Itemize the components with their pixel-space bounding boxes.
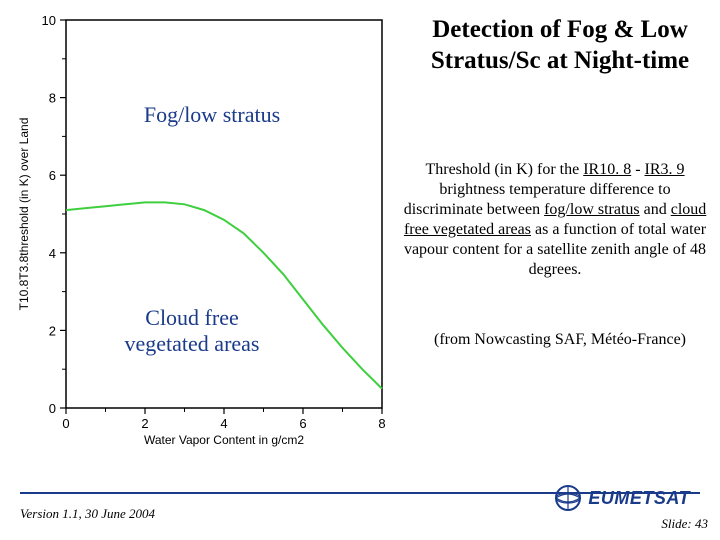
svg-text:8: 8	[49, 91, 56, 106]
svg-text:6: 6	[49, 168, 56, 183]
svg-text:4: 4	[220, 416, 227, 431]
chart-label-fog: Fog/low stratus	[122, 102, 302, 128]
svg-text:8: 8	[378, 416, 385, 431]
svg-text:2: 2	[49, 323, 56, 338]
credit: (from Nowcasting SAF, Météo-France)	[410, 330, 710, 351]
chart-container: 0 2 4 6 8 0 2 4 6 8 10 Water Vapor Content in g/cm2…	[12, 10, 392, 450]
svg-text:0: 0	[49, 401, 56, 416]
svg-text:2: 2	[141, 416, 148, 431]
logo-text: EUMETSAT	[588, 488, 690, 509]
chart-svg: 0 2 4 6 8 0 2 4 6 8 10 Water Vapor Content in g/cm2…	[12, 10, 392, 450]
svg-text:10: 10	[42, 13, 56, 28]
svg-text:0: 0	[62, 416, 69, 431]
svg-text:4: 4	[49, 246, 56, 261]
logo-icon	[554, 484, 582, 512]
description: Threshold (in K) for the IR10. 8 - IR3. …	[400, 160, 710, 280]
footer-version: Version 1.1, 30 June 2004	[20, 506, 155, 522]
slide-title: Detection of Fog & Low Stratus/Sc at Nig…	[410, 14, 710, 77]
svg-text:Water Vapor Content in g/cm2: Water Vapor Content in g/cm2	[144, 433, 304, 447]
chart-label-cloudfree: Cloud freevegetated areas	[92, 305, 292, 358]
slide-number: Slide: 43	[661, 516, 708, 532]
svg-text:T10.8T3.8threshold (in K) over: T10.8T3.8threshold (in K) over Land	[17, 118, 31, 311]
title-text: Detection of Fog & Low Stratus/Sc at Nig…	[410, 14, 710, 77]
svg-text:6: 6	[299, 416, 306, 431]
eumetsat-logo: EUMETSAT	[554, 484, 690, 512]
